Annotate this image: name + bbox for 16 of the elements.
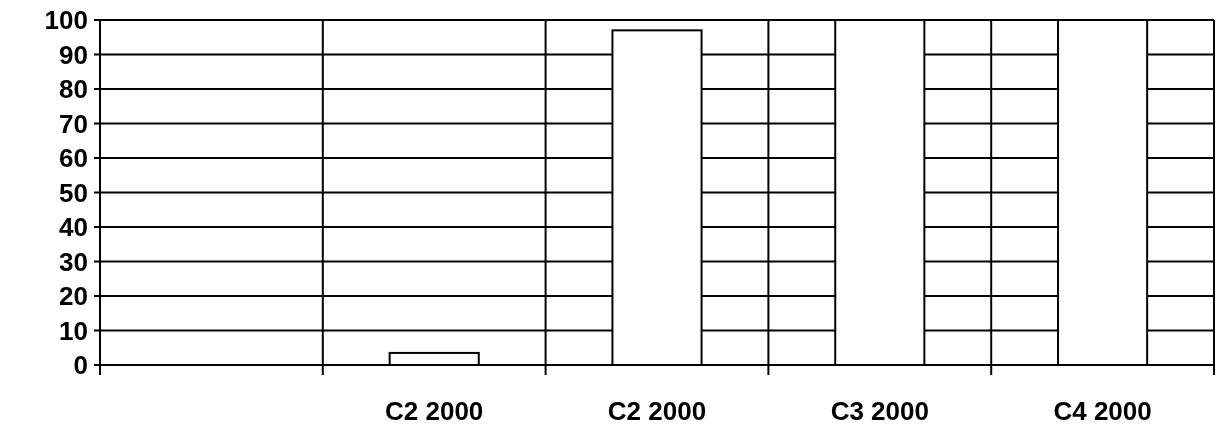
y-tick-label: 10 [59,315,88,346]
y-tick-label: 0 [73,350,88,381]
y-tick-label: 70 [59,108,88,139]
y-tick-label: 30 [59,246,88,277]
y-tick-label: 50 [59,177,88,208]
x-tick-label: C2 2000 [385,396,484,426]
y-tick-label: 90 [59,39,88,70]
x-tick-label: C3 2000 [830,396,929,426]
y-tick-label: 20 [59,281,88,312]
x-tick-label: C2 2000 [607,396,707,426]
bar [388,351,480,366]
y-tick-label: 100 [44,5,88,36]
y-tick-label: 60 [59,143,88,174]
x-tick-label: C4 2000 [1053,396,1152,426]
y-tick-label: 80 [59,74,88,105]
y-tick-label: 40 [59,212,88,243]
